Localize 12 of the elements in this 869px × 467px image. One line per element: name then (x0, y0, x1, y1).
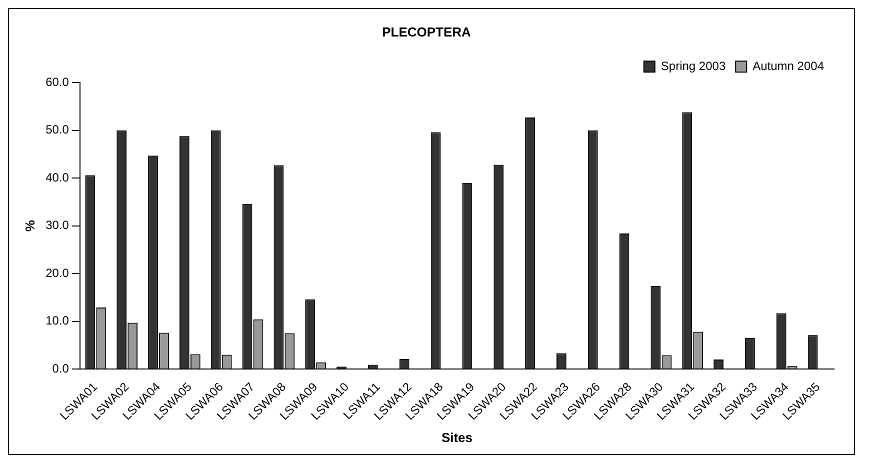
legend-label: Spring 2003 (660, 58, 726, 73)
y-tick-label: 50.0 (46, 122, 70, 137)
y-tick-label: 30.0 (46, 218, 70, 232)
y-tick-label: 0.0 (52, 361, 70, 376)
y-axis-title: % (22, 220, 38, 232)
legend-label: Autumn 2004 (752, 58, 824, 73)
y-tick-label: 20.0 (46, 266, 70, 280)
y-tick-label: 10.0 (46, 314, 70, 328)
y-tick-label: 40.0 (46, 170, 70, 184)
x-axis-title: Sites (441, 430, 473, 445)
y-tick-label: 60.0 (46, 74, 70, 89)
chart-title: PLECOPTERA (382, 24, 472, 40)
